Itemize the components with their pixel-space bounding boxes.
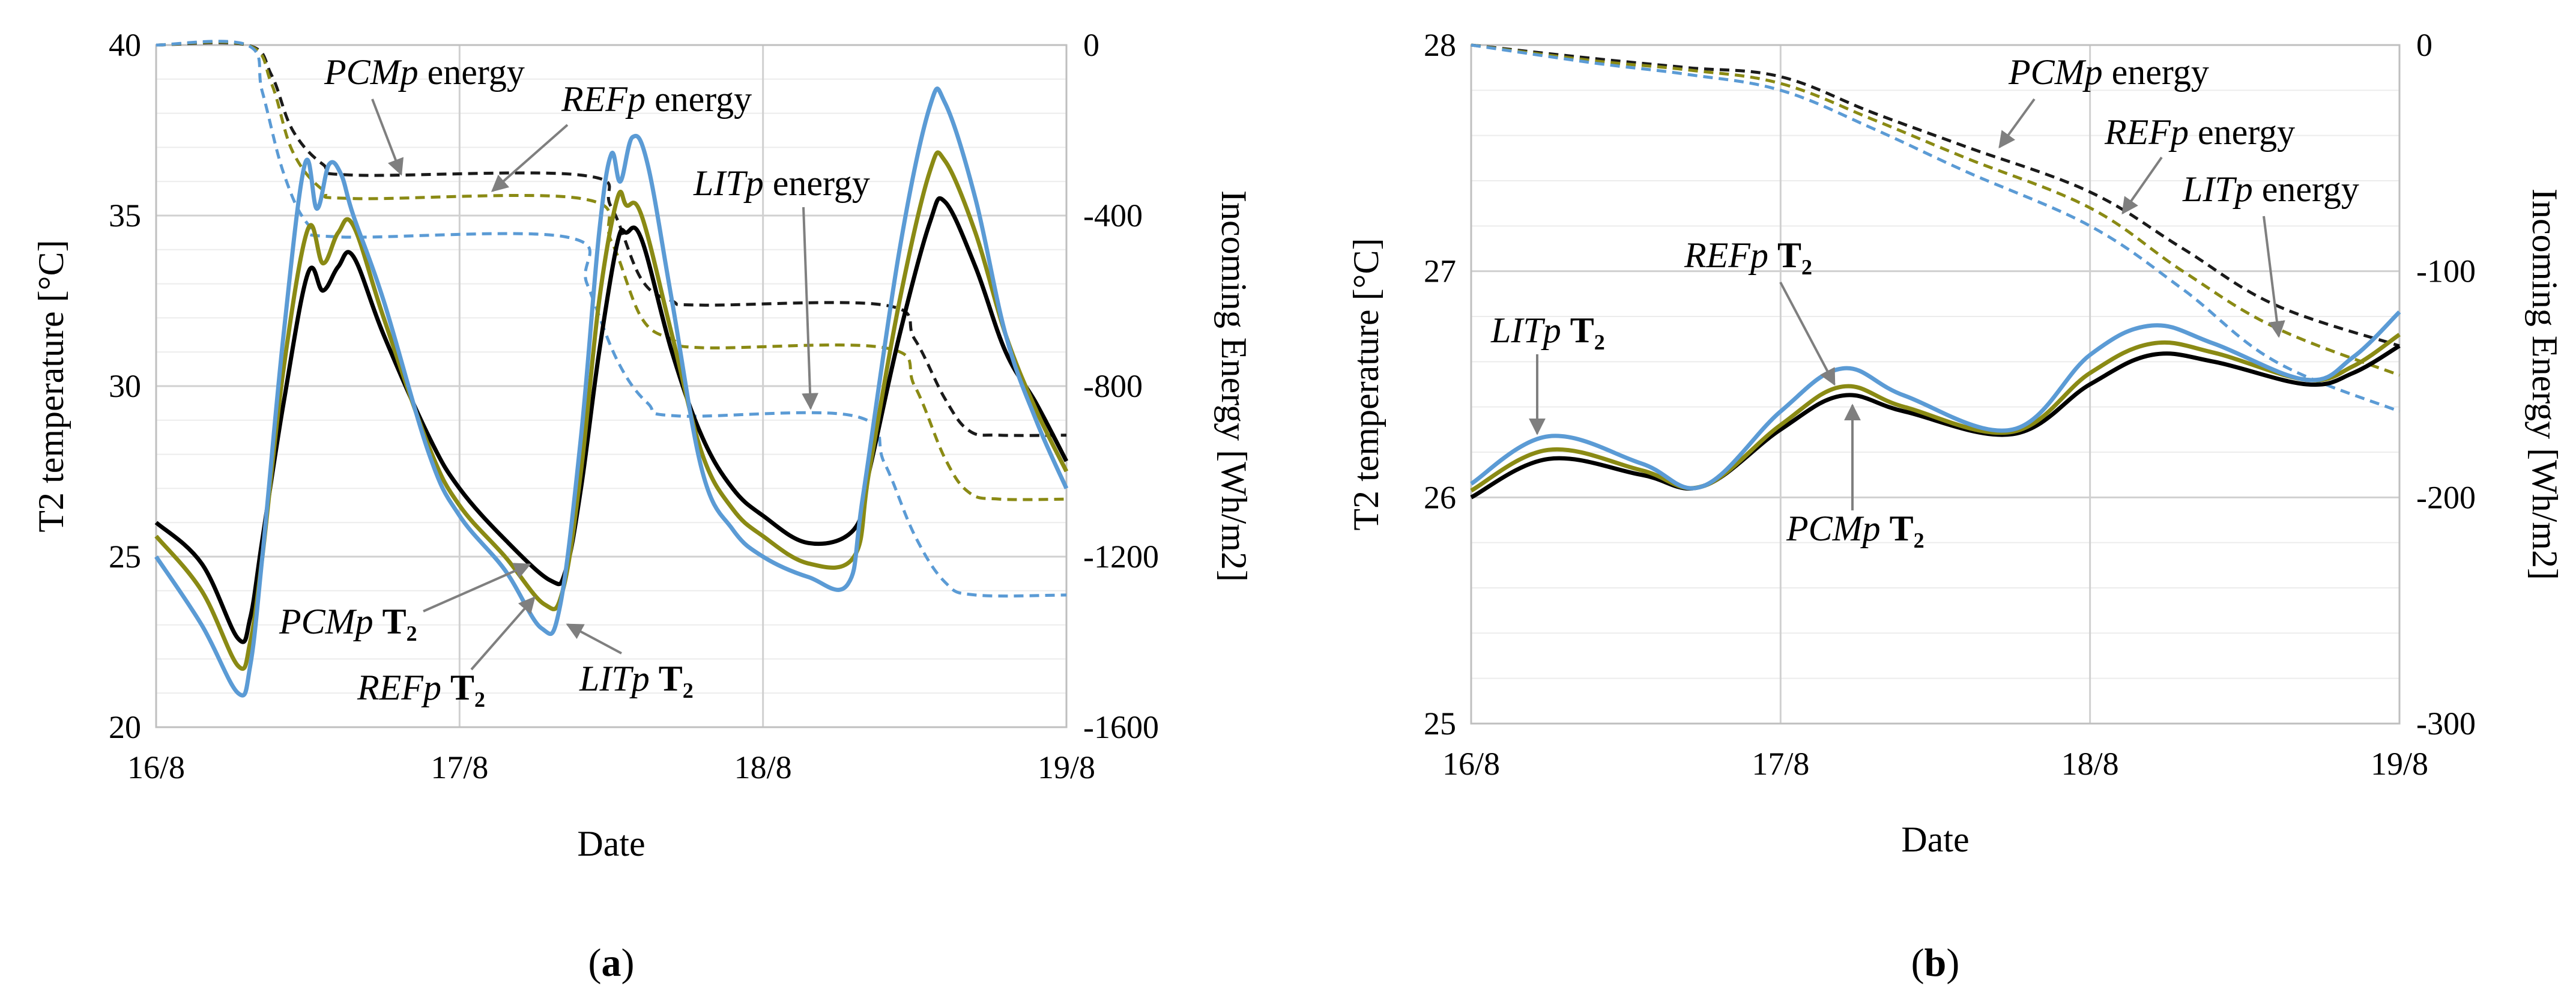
x-tick-label: 18/8	[2061, 746, 2119, 782]
x-tick-label: 16/8	[127, 749, 185, 785]
y-tick-label-left: 25	[109, 539, 141, 575]
series-line-pcmp-t2	[1470, 343, 2401, 500]
y-tick-label-right: -1200	[1083, 539, 1159, 575]
series-line-pcmp-energy	[1471, 43, 2400, 348]
panel-b: 25 26 27 28 -300 -200 -100 0 16/8 17/8 18/8 19/8 Da…	[1346, 27, 2565, 985]
panel-b-annotation-pcm-t2: PCMp T₂	[1786, 509, 1924, 548]
x-tick-label: 19/8	[1038, 749, 1095, 785]
y-tick-label-right: 0	[2416, 27, 2432, 63]
panel-a-annotation-lit-energy: LITp energy	[693, 163, 870, 203]
panel-b-annotation-ref-energy: REFp energy	[2104, 112, 2295, 152]
series-line-refp-t2	[154, 150, 1069, 671]
y-tick-label-right: -400	[1083, 198, 1143, 234]
series-line-litp-t2	[1470, 310, 2401, 491]
y-tick-label-left: 28	[1424, 27, 1456, 63]
panel-b-y-axis-label-right: Incoming Energy [Wh/m2]	[2525, 189, 2565, 580]
panel-a-annotation-pcm-energy: PCMp energy	[324, 52, 525, 92]
panel-a: 20 25 30 35 40 -1600 -1200 -800 -400 0 16/8 17/8 18/…	[31, 27, 1254, 985]
y-tick-label-left: 40	[109, 27, 141, 63]
y-tick-label-right: -200	[2416, 479, 2476, 515]
y-tick-label-right: -300	[2416, 706, 2476, 742]
series-line-litp-energy	[156, 40, 1067, 598]
panel-b-arrow-ref-t2	[1779, 282, 1836, 386]
panel-b-annotation-lit-t2: LITp T₂	[1490, 310, 1605, 350]
panel-a-plot-frame	[155, 44, 1068, 728]
panel-a-y-axis-label-right: Incoming Energy [Wh/m2]	[1214, 190, 1254, 582]
panel-a-annotation-ref-t2: REFp T₂	[357, 668, 485, 707]
y-tick-label-left: 26	[1424, 479, 1456, 515]
x-tick-label: 17/8	[1752, 746, 1809, 782]
x-tick-label: 17/8	[431, 749, 488, 785]
series-line-pcmp-t2	[154, 196, 1069, 644]
y-tick-label-left: 20	[109, 709, 141, 745]
panel-b-arrow-pcm-energy	[1998, 98, 2036, 149]
x-tick-label: 18/8	[734, 749, 792, 785]
y-tick-label-left: 30	[109, 368, 141, 404]
panel-a-annotation-ref-energy: REFp energy	[561, 79, 752, 119]
panel-b-annotation-lit-energy: LITp energy	[2182, 169, 2359, 209]
panel-a-arrow-pcm-energy	[371, 98, 404, 176]
series-line-litp-energy	[1471, 43, 2400, 413]
panel-a-arrow-lit-t2	[566, 623, 622, 655]
x-tick-label: 19/8	[2371, 746, 2428, 782]
panel-b-annotation-ref-t2: REFp T₂	[1684, 235, 1812, 275]
panel-a-x-axis-label: Date	[577, 824, 645, 863]
panel-a-caption: (a)	[588, 941, 635, 985]
series-line-refp-t2	[1470, 333, 2401, 493]
panel-b-caption: (b)	[1911, 941, 1960, 985]
panel-b-y-axis-label-left: T2 temperature [°C]	[1346, 238, 1386, 530]
panel-b-tick-labels: 25 26 27 28 -300 -200 -100 0 16/8 17/8 18/8 19/8	[1424, 27, 2476, 782]
panel-b-annotation-pcm-energy: PCMp energy	[2008, 52, 2209, 92]
panel-a-tick-labels: 20 25 30 35 40 -1600 -1200 -800 -400 0 16/8 17/8 18/…	[109, 27, 1159, 785]
series-line-pcmp-energy	[156, 41, 1067, 437]
panel-a-arrow-ref-t2	[470, 596, 536, 671]
y-tick-label-right: 0	[1083, 27, 1099, 63]
y-tick-label-left: 25	[1424, 706, 1456, 742]
panel-b-x-axis-label: Date	[1901, 820, 1969, 859]
series-line-litp-t2	[154, 86, 1069, 698]
panel-b-arrow-ref-energy	[2121, 156, 2163, 215]
y-tick-label-right: -800	[1083, 368, 1143, 404]
y-tick-label-right: -100	[2416, 253, 2476, 289]
panel-b-plot-frame	[1470, 44, 2401, 725]
y-tick-label-left: 35	[109, 198, 141, 234]
series-line-refp-energy	[1471, 43, 2400, 377]
x-tick-label: 16/8	[1442, 746, 1500, 782]
panel-b-series	[1470, 43, 2401, 500]
panel-a-annotation-pcm-t2: PCMp T₂	[279, 602, 417, 641]
panel-a-annotation-lit-t2: LITp T₂	[579, 659, 694, 698]
panel-a-arrow-lit-energy	[802, 207, 819, 410]
panel-a-series	[154, 40, 1069, 698]
y-tick-label-right: -1600	[1083, 709, 1159, 745]
y-tick-label-left: 27	[1424, 253, 1456, 289]
panel-a-arrow-pcm-t2	[423, 563, 531, 612]
panel-a-y-axis-label-left: T2 temperature [°C]	[31, 240, 71, 532]
panel-a-arrow-ref-energy	[491, 124, 569, 192]
panel-b-arrow-lit-energy	[2263, 216, 2285, 338]
